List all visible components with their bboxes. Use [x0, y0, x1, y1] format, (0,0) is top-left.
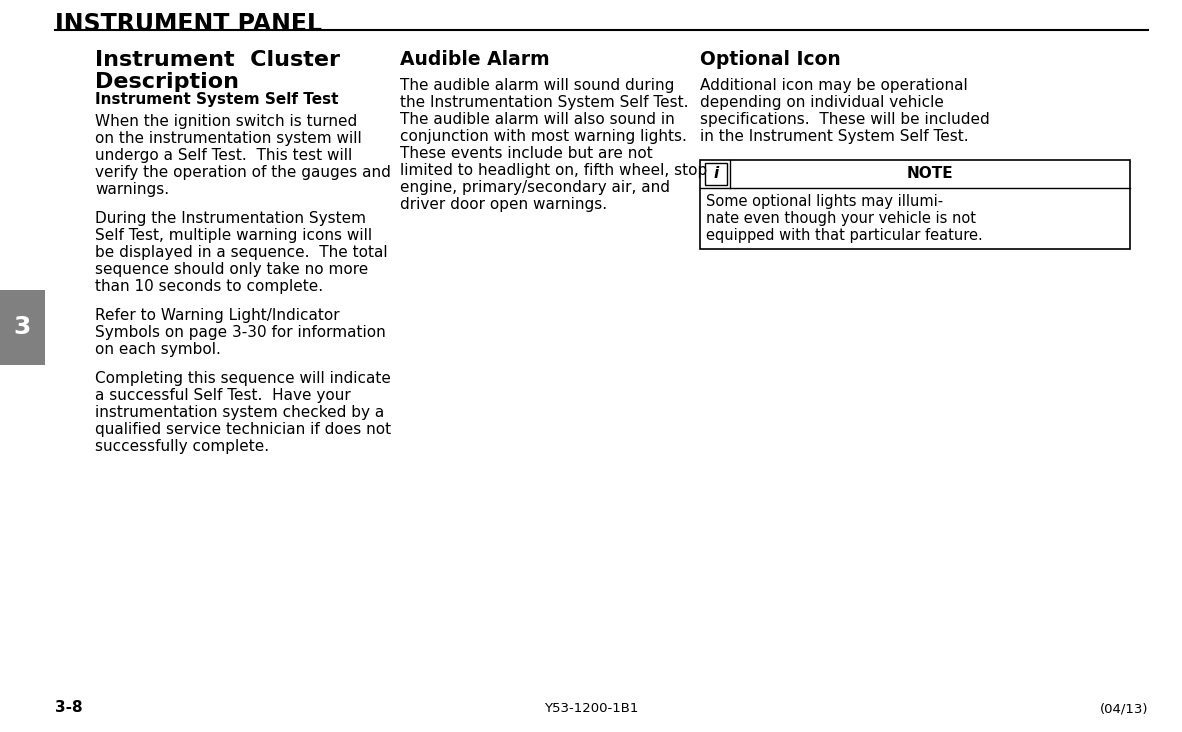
- Text: undergo a Self Test.  This test will: undergo a Self Test. This test will: [95, 148, 352, 163]
- Text: Instrument System Self Test: Instrument System Self Test: [95, 92, 338, 107]
- Text: qualified service technician if does not: qualified service technician if does not: [95, 422, 391, 437]
- Text: equipped with that particular feature.: equipped with that particular feature.: [706, 228, 982, 243]
- Text: INSTRUMENT PANEL: INSTRUMENT PANEL: [56, 12, 322, 36]
- Text: be displayed in a sequence.  The total: be displayed in a sequence. The total: [95, 245, 388, 260]
- Text: 3-8: 3-8: [56, 700, 83, 715]
- Text: Optional Icon: Optional Icon: [700, 50, 840, 69]
- Text: on each symbol.: on each symbol.: [95, 342, 221, 357]
- Text: Refer to Warning Light/Indicator: Refer to Warning Light/Indicator: [95, 308, 339, 323]
- Text: the Instrumentation System Self Test.: the Instrumentation System Self Test.: [400, 95, 688, 110]
- Text: in the Instrument System Self Test.: in the Instrument System Self Test.: [700, 129, 968, 144]
- Text: These events include but are not: These events include but are not: [400, 146, 652, 161]
- Text: conjunction with most warning lights.: conjunction with most warning lights.: [400, 129, 687, 144]
- Text: 3: 3: [14, 315, 31, 340]
- Text: than 10 seconds to complete.: than 10 seconds to complete.: [95, 279, 323, 294]
- Text: (04/13): (04/13): [1099, 702, 1148, 715]
- Text: successfully complete.: successfully complete.: [95, 439, 269, 454]
- Text: Audible Alarm: Audible Alarm: [400, 50, 550, 69]
- Text: driver door open warnings.: driver door open warnings.: [400, 197, 608, 212]
- Bar: [0, 290, 45, 365]
- Text: Additional icon may be operational: Additional icon may be operational: [700, 78, 968, 93]
- Bar: [704, 163, 727, 185]
- Text: verify the operation of the gauges and: verify the operation of the gauges and: [95, 165, 391, 180]
- Text: on the instrumentation system will: on the instrumentation system will: [95, 131, 362, 146]
- Text: Instrument  Cluster: Instrument Cluster: [95, 50, 340, 70]
- Text: instrumentation system checked by a: instrumentation system checked by a: [95, 405, 384, 420]
- Text: NOTE: NOTE: [907, 166, 954, 182]
- Text: depending on individual vehicle: depending on individual vehicle: [700, 95, 944, 110]
- Text: The audible alarm will sound during: The audible alarm will sound during: [400, 78, 675, 93]
- Text: limited to headlight on, fifth wheel, stop: limited to headlight on, fifth wheel, st…: [400, 163, 707, 178]
- Text: Self Test, multiple warning icons will: Self Test, multiple warning icons will: [95, 228, 372, 243]
- Text: The audible alarm will also sound in: The audible alarm will also sound in: [400, 112, 675, 127]
- Text: engine, primary/secondary air, and: engine, primary/secondary air, and: [400, 180, 670, 195]
- Text: During the Instrumentation System: During the Instrumentation System: [95, 211, 366, 226]
- Text: Description: Description: [95, 72, 239, 92]
- Text: a successful Self Test.  Have your: a successful Self Test. Have your: [95, 388, 351, 403]
- Text: specifications.  These will be included: specifications. These will be included: [700, 112, 989, 127]
- Text: warnings.: warnings.: [95, 182, 169, 197]
- Text: Y53-1200-1B1: Y53-1200-1B1: [544, 702, 638, 715]
- Text: Symbols on page 3-30 for information: Symbols on page 3-30 for information: [95, 325, 385, 340]
- Bar: [700, 160, 1130, 249]
- Text: i: i: [714, 166, 719, 182]
- Text: When the ignition switch is turned: When the ignition switch is turned: [95, 114, 357, 129]
- Text: Completing this sequence will indicate: Completing this sequence will indicate: [95, 371, 391, 386]
- Text: sequence should only take no more: sequence should only take no more: [95, 262, 369, 277]
- Text: nate even though your vehicle is not: nate even though your vehicle is not: [706, 211, 976, 226]
- Text: Some optional lights may illumi-: Some optional lights may illumi-: [706, 194, 943, 209]
